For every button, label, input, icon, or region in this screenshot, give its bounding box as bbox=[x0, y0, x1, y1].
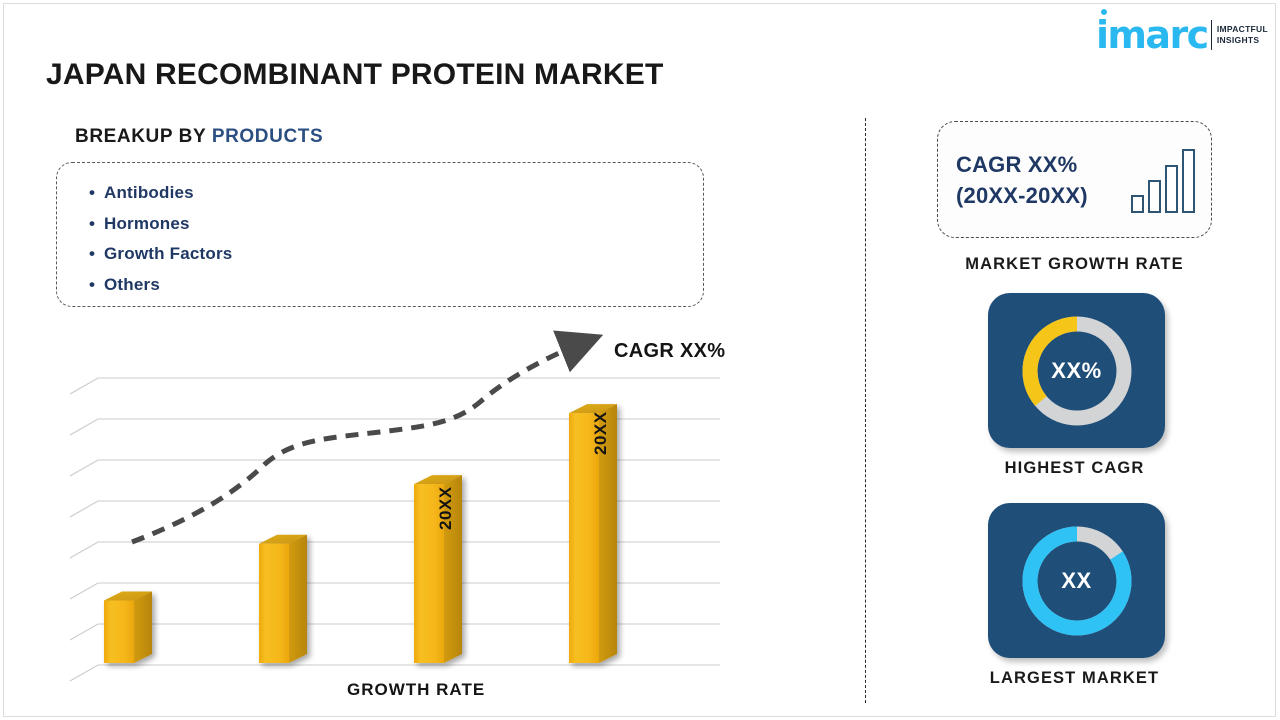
largest-market-donut bbox=[1022, 526, 1131, 635]
list-item: Hormones bbox=[89, 209, 703, 240]
market-growth-rate-label-text: MARKET GROWTH RATE bbox=[965, 255, 1184, 273]
largest-market-label-text: LARGEST MARKET bbox=[989, 669, 1160, 687]
logo-tagline: IMPACTFUL INSIGHTS bbox=[1217, 24, 1268, 46]
chart-cagr-label: CAGR XX% bbox=[614, 340, 726, 362]
highest-cagr-tile: XX% bbox=[988, 293, 1165, 448]
bar-year-label-3: 20XX bbox=[436, 486, 455, 530]
highest-cagr-donut bbox=[1022, 316, 1131, 425]
largest-market-value: XX bbox=[1061, 567, 1092, 593]
page-title: JAPAN RECOMBINANT PROTEIN MARKET bbox=[46, 58, 664, 91]
trend-line bbox=[131, 330, 604, 545]
subtitle-prefix: BREAKUP BY bbox=[75, 126, 212, 147]
bar-4 bbox=[569, 404, 617, 663]
bar-year-label-4: 20XX bbox=[591, 411, 610, 455]
largest-market-tile: XX bbox=[988, 503, 1165, 658]
logo-tagline-line1: IMPACTFUL bbox=[1216, 24, 1268, 34]
cagr-text: CAGR XX% (20XX-20XX) bbox=[956, 149, 1088, 211]
logo-tagline-line2: INSIGHTS bbox=[1216, 35, 1260, 45]
bar-2 bbox=[259, 534, 307, 663]
cagr-period: (20XX-20XX) bbox=[956, 182, 1088, 208]
highest-cagr-value: XX% bbox=[1051, 357, 1102, 383]
list-item: Others bbox=[89, 270, 703, 301]
logo-wordmark: imarc bbox=[1096, 9, 1209, 54]
bar-1 bbox=[104, 591, 152, 663]
bar-chart-svg bbox=[69, 330, 720, 682]
section-subtitle: BREAKUP BY PRODUCTS bbox=[75, 126, 323, 148]
ascending-bars-icon bbox=[1131, 149, 1195, 213]
logo-dot-icon bbox=[1101, 9, 1107, 15]
cagr-value: CAGR XX% bbox=[956, 151, 1078, 177]
breakup-list-box: Antibodies Hormones Growth Factors Other… bbox=[56, 162, 704, 307]
bar-3 bbox=[414, 475, 462, 663]
breakup-list: Antibodies Hormones Growth Factors Other… bbox=[57, 163, 703, 300]
subtitle-highlight: PRODUCTS bbox=[211, 126, 324, 147]
list-item: Antibodies bbox=[89, 178, 703, 209]
chart-gridlines bbox=[69, 377, 720, 682]
list-item: Growth Factors bbox=[89, 239, 703, 270]
imarc-logo: imarc IMPACTFUL INSIGHTS bbox=[1096, 9, 1268, 56]
growth-bar-chart bbox=[60, 330, 750, 710]
logo-wordmark-text: imarc bbox=[1096, 13, 1209, 57]
vertical-divider bbox=[865, 118, 866, 703]
chart-x-axis-label: GROWTH RATE bbox=[347, 680, 486, 699]
highest-cagr-label-text: HIGHEST CAGR bbox=[1004, 459, 1145, 477]
market-growth-rate-box: CAGR XX% (20XX-20XX) bbox=[937, 121, 1212, 238]
